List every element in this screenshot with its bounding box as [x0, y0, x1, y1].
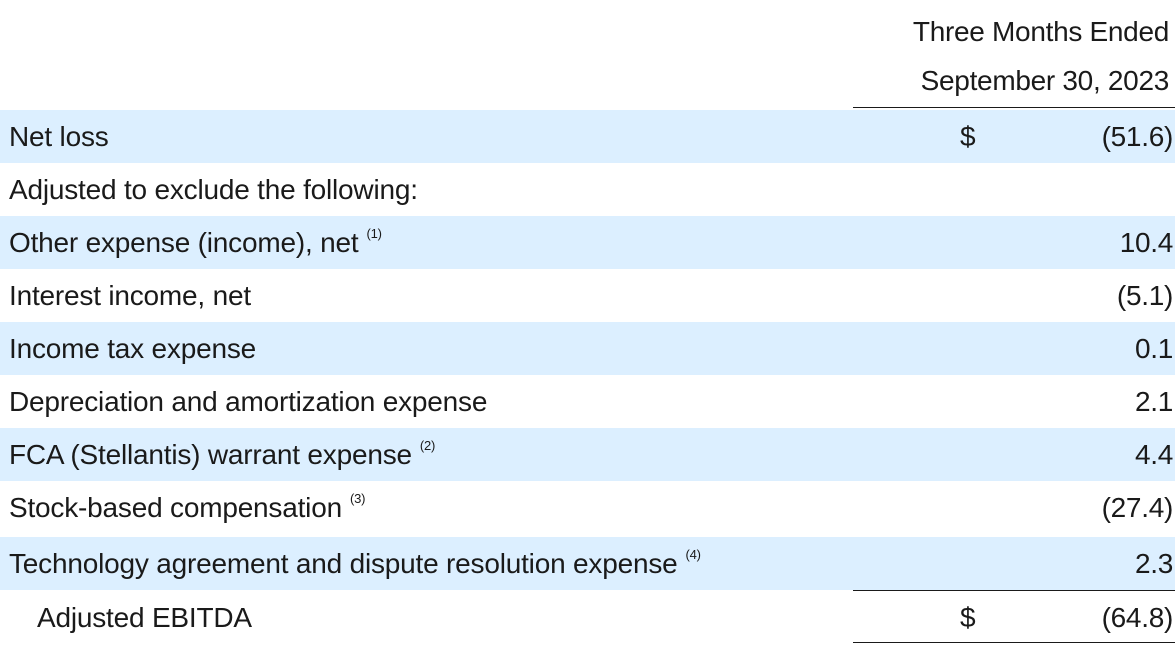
row-label: Adjusted EBITDA [37, 602, 252, 633]
row-interest-income: Interest income, net (5.1) [0, 269, 1175, 322]
row-label: Adjusted to exclude the following: [9, 174, 418, 205]
row-value: 4.4 [1134, 439, 1173, 470]
row-label: Technology agreement and dispute resolut… [9, 547, 702, 579]
row-income-tax: Income tax expense 0.1 [0, 322, 1175, 375]
row-value: (27.4) [1101, 492, 1174, 523]
currency-symbol: $ [960, 602, 976, 633]
row-net-loss: Net loss $ (51.6) [0, 110, 1175, 163]
column-header-period: Three Months Ended [912, 16, 1169, 47]
row-label: Income tax expense [9, 333, 256, 364]
row-warrant-expense: FCA (Stellantis) warrant expense (2) 4.4 [0, 428, 1175, 481]
footnote-marker: (1) [366, 226, 382, 241]
total-divider-bottom [853, 642, 1175, 643]
row-value: 0.1 [1134, 333, 1173, 364]
footnote-marker: (4) [685, 547, 702, 562]
row-label: Depreciation and amortization expense [9, 386, 488, 417]
row-other-expense: Other expense (income), net (1) 10.4 [0, 216, 1175, 269]
row-adjusted-ebitda: Adjusted EBITDA $ (64.8) [0, 591, 1175, 644]
row-stock-compensation: Stock-based compensation (3) (27.4) [0, 481, 1175, 534]
currency-symbol: $ [960, 121, 976, 152]
row-label: Stock-based compensation (3) [9, 491, 366, 523]
row-label: Net loss [9, 121, 109, 152]
row-adjustments-heading: Adjusted to exclude the following: [0, 163, 1175, 216]
row-value: (5.1) [1116, 280, 1173, 311]
row-depreciation: Depreciation and amortization expense 2.… [0, 375, 1175, 428]
row-label: Interest income, net [9, 280, 251, 311]
row-label: Other expense (income), net (1) [9, 226, 382, 258]
row-label: FCA (Stellantis) warrant expense (2) [9, 438, 436, 470]
column-header-date: September 30, 2023 [920, 65, 1170, 96]
row-value: (51.6) [1101, 121, 1174, 152]
column-header: Three Months Ended September 30, 2023 [853, 0, 1175, 110]
footnote-marker: (3) [349, 491, 366, 506]
row-value: (64.8) [1101, 602, 1174, 633]
row-value: 10.4 [1119, 227, 1174, 258]
row-value: 2.1 [1134, 386, 1173, 417]
row-technology-agreement: Technology agreement and dispute resolut… [0, 537, 1175, 590]
header-divider [853, 107, 1175, 108]
row-value: 2.3 [1134, 548, 1173, 579]
footnote-marker: (2) [419, 438, 436, 453]
total-divider-top [853, 590, 1175, 591]
